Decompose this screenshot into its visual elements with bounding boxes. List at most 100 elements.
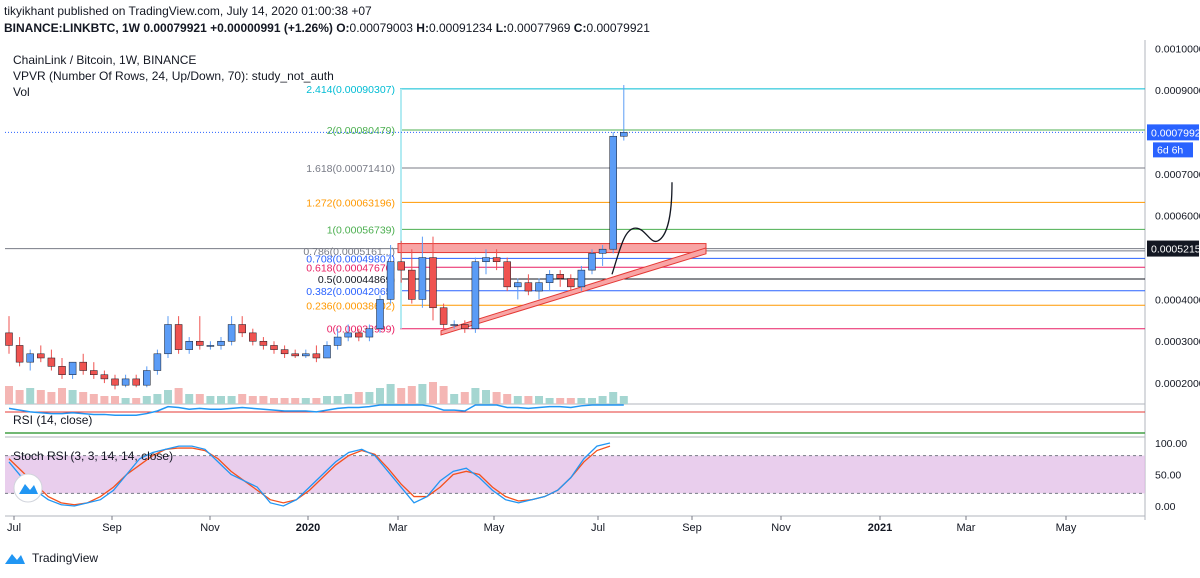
- time-axis-label: Sep: [682, 522, 702, 534]
- volume-bar: [333, 396, 342, 404]
- tradingview-logo-icon: [5, 554, 25, 564]
- last-price-badge: [1147, 124, 1199, 141]
- price-axis-tick: 0.00100000: [1155, 43, 1200, 55]
- time-axis-label: May: [484, 522, 505, 534]
- stoch-d-line: [8, 445, 611, 506]
- candle-body: [15, 345, 24, 363]
- candle-body: [620, 132, 628, 137]
- candle-body: [291, 353, 299, 357]
- volume-bar: [15, 390, 24, 404]
- volume-bar: [280, 398, 289, 404]
- volume-bar: [492, 392, 501, 404]
- fib-level-label: 0.618(0.00047670): [306, 262, 395, 274]
- symbol-label: BINANCE:LINKBTC, 1W: [4, 21, 140, 35]
- time-axis-label: Mar: [389, 522, 408, 534]
- candle-body: [567, 278, 575, 288]
- stoch-axis-tick: 0.00: [1155, 501, 1176, 513]
- volume-bar: [121, 398, 130, 404]
- stoch-legend: Stoch RSI (3, 3, 14, 14, close): [13, 449, 173, 463]
- volume-bar: [217, 396, 225, 404]
- candle-body: [429, 257, 437, 309]
- volume-bar: [619, 396, 628, 404]
- volume-bar: [482, 390, 490, 404]
- price-change: +0.00000991 (+1.26%): [210, 21, 333, 35]
- low-label: L:: [495, 21, 508, 35]
- candle-body: [58, 366, 66, 375]
- candle-body: [482, 257, 490, 262]
- volume-bar: [259, 396, 268, 404]
- volume-bar: [429, 382, 437, 404]
- volume-bar: [354, 392, 363, 404]
- candle-body: [355, 332, 363, 338]
- fib-level-label: 0.708(0.00049807): [306, 253, 395, 265]
- candle-body: [397, 261, 405, 271]
- stoch-axis-tick: 100.00: [1155, 438, 1187, 450]
- volume-bar: [301, 398, 310, 404]
- volume-bar: [556, 398, 565, 404]
- candle-body: [588, 253, 596, 271]
- fib-level-label: 1.272(0.00063196): [306, 197, 395, 209]
- candle-body: [217, 340, 225, 346]
- time-axis-label: 2020: [296, 522, 320, 534]
- candle-body: [524, 282, 533, 292]
- candle-body: [132, 378, 140, 386]
- volume-bar: [545, 398, 554, 404]
- volume-bar: [609, 392, 618, 404]
- volume-bar: [153, 394, 162, 404]
- volume-bar: [111, 396, 119, 404]
- rsi-line: [8, 404, 624, 417]
- volume-bar: [513, 396, 522, 404]
- stoch-band: [5, 455, 1145, 494]
- candle-body: [439, 307, 448, 325]
- level-badge-label: 0.00052150: [1151, 244, 1200, 256]
- volume-bar: [460, 392, 469, 404]
- volume-bar: [344, 394, 353, 404]
- volume-bar: [174, 388, 183, 404]
- volume-bar: [206, 396, 215, 404]
- vpvr-legend: VPVR (Number Of Rows, 24, Up/Down, 70): …: [13, 69, 334, 83]
- candle-body: [386, 261, 395, 300]
- candle-body: [323, 345, 331, 359]
- time-axis-label: Nov: [771, 522, 791, 534]
- volume-bar: [471, 388, 480, 404]
- volume-bar: [397, 388, 406, 404]
- candle-body: [344, 332, 352, 338]
- rsi-legend: RSI (14, close): [13, 413, 92, 427]
- candle-body: [79, 361, 87, 371]
- volume-bar: [238, 394, 247, 404]
- candle-body: [471, 261, 480, 329]
- candle-body: [164, 324, 172, 355]
- candle-body: [249, 332, 257, 342]
- close-value: 0.00079921: [586, 21, 650, 35]
- volume-bar: [26, 388, 35, 404]
- candle-body: [68, 361, 77, 375]
- volume-bar: [418, 384, 427, 404]
- candle-body: [100, 374, 109, 380]
- time-axis-label: 2021: [868, 522, 892, 534]
- fib-level-label: 0.236(0.00038602): [306, 300, 395, 312]
- time-axis-label: Sep: [102, 522, 122, 534]
- candle-body: [503, 261, 511, 288]
- candle-body: [111, 378, 119, 386]
- time-axis-label: Mar: [957, 522, 976, 534]
- volume-bar: [312, 398, 321, 404]
- fib-left-edge: [400, 88, 402, 329]
- volume-bar: [89, 394, 98, 404]
- fib-level-label: 1.618(0.00071410): [306, 163, 395, 175]
- last-price: 0.00079921: [143, 21, 207, 35]
- price-axis-tick: 0.00090000: [1155, 85, 1200, 97]
- volume-bar: [79, 392, 88, 404]
- publish-info: tikyikhant published on TradingView.com,…: [4, 4, 372, 18]
- chart-title: ChainLink / Bitcoin, 1W, BINANCE: [13, 53, 196, 67]
- symbol-info-line: BINANCE:LINKBTC, 1W 0.00079921 +0.000009…: [4, 21, 650, 35]
- volume-bar: [323, 396, 331, 404]
- volume-bar: [566, 398, 575, 404]
- candle-body: [280, 349, 289, 355]
- volume-bar: [5, 386, 13, 404]
- volume-bar: [36, 390, 45, 404]
- projection-path: [611, 182, 673, 275]
- candle-body: [47, 357, 56, 367]
- candle-body: [450, 324, 458, 326]
- candle-body: [185, 340, 193, 350]
